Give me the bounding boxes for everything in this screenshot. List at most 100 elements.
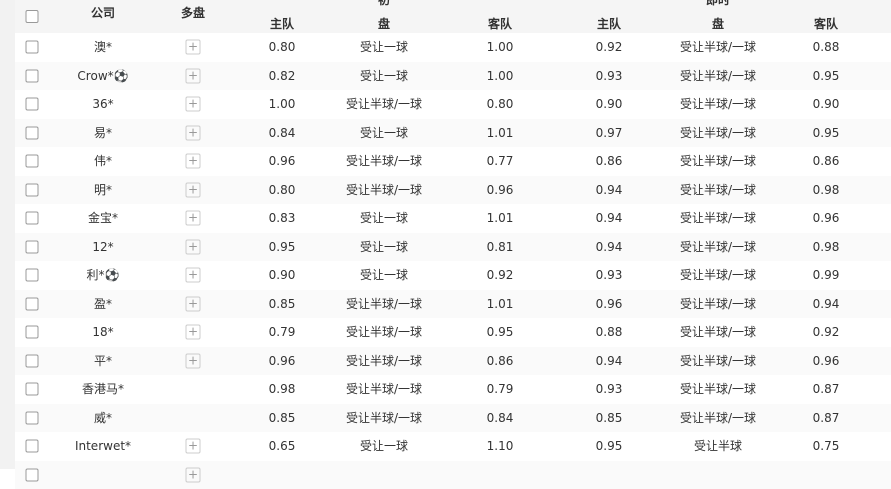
- company-cell: 明*: [94, 176, 112, 205]
- initial-home-odds: 0.83: [269, 204, 296, 233]
- live-handicap: 受让半球/一球: [680, 261, 756, 290]
- expand-multi-icon[interactable]: +: [186, 211, 201, 226]
- live-home-odds: 0.93: [596, 62, 623, 91]
- row-checkbox[interactable]: [26, 155, 39, 168]
- initial-home-odds: 0.82: [269, 62, 296, 91]
- row-checkbox[interactable]: [26, 212, 39, 225]
- row-checkbox[interactable]: [26, 183, 39, 196]
- live-away-odds: 0.90: [813, 90, 840, 119]
- row-checkbox[interactable]: [26, 440, 39, 453]
- initial-handicap: 受让一球: [360, 62, 408, 91]
- row-checkbox[interactable]: [26, 98, 39, 111]
- row-checkbox[interactable]: [26, 126, 39, 139]
- table-row: +: [15, 461, 891, 489]
- initial-away-odds: 1.01: [487, 204, 514, 233]
- initial-away-odds: 0.92: [487, 261, 514, 290]
- initial-away-odds: 0.81: [487, 233, 514, 262]
- initial-away-odds: 0.95: [487, 318, 514, 347]
- left-gutter: [0, 0, 15, 469]
- initial-handicap: 受让一球: [360, 233, 408, 262]
- company-cell: 伟*: [94, 147, 112, 176]
- initial-home-odds: 0.79: [269, 318, 296, 347]
- row-checkbox[interactable]: [26, 69, 39, 82]
- row-checkbox[interactable]: [26, 297, 39, 310]
- initial-home-odds: 0.65: [269, 432, 296, 461]
- live-away-odds: 0.95: [813, 119, 840, 148]
- expand-multi-icon[interactable]: +: [186, 325, 201, 340]
- company-cell: 平*: [94, 347, 112, 376]
- live-handicap: 受让半球/一球: [680, 147, 756, 176]
- row-checkbox[interactable]: [26, 240, 39, 253]
- initial-home-odds: 0.98: [269, 375, 296, 404]
- live-away-odds: 0.95: [813, 62, 840, 91]
- expand-multi-icon[interactable]: +: [186, 296, 201, 311]
- expand-multi-icon[interactable]: +: [186, 467, 201, 482]
- expand-multi-icon[interactable]: +: [186, 353, 201, 368]
- company-cell: 香港马*: [82, 375, 124, 404]
- header-company: 公司: [91, 4, 115, 21]
- row-checkbox[interactable]: [26, 468, 39, 481]
- initial-home-odds: 0.80: [269, 33, 296, 62]
- initial-handicap: 受让半球/一球: [346, 290, 422, 319]
- live-handicap: 受让半球/一球: [680, 62, 756, 91]
- header-initial-handicap: 盘: [378, 15, 390, 32]
- expand-multi-icon[interactable]: +: [186, 97, 201, 112]
- live-home-odds: 0.90: [596, 90, 623, 119]
- live-home-odds: 0.93: [596, 375, 623, 404]
- company-cell: 18*: [92, 318, 113, 347]
- expand-multi-icon[interactable]: +: [186, 40, 201, 55]
- header-live-home: 主队: [597, 15, 621, 32]
- live-home-odds: 0.94: [596, 176, 623, 205]
- company-cell: 易*: [94, 119, 112, 148]
- live-home-odds: 0.94: [596, 204, 623, 233]
- initial-away-odds: 1.00: [487, 33, 514, 62]
- expand-multi-icon[interactable]: +: [186, 182, 201, 197]
- initial-handicap: 受让半球/一球: [346, 404, 422, 433]
- company-cell: 12*: [92, 233, 113, 262]
- live-handicap: 受让半球/一球: [680, 404, 756, 433]
- live-handicap: 受让半球/一球: [680, 318, 756, 347]
- row-checkbox[interactable]: [26, 269, 39, 282]
- select-all-checkbox[interactable]: [26, 10, 39, 23]
- row-checkbox[interactable]: [26, 41, 39, 54]
- table-header: 公司 多盘 初 即时 主队 盘 客队 主队 盘 客队: [15, 0, 891, 33]
- expand-multi-icon[interactable]: +: [186, 68, 201, 83]
- row-checkbox[interactable]: [26, 411, 39, 424]
- header-group-live: 即时: [706, 0, 730, 8]
- live-away-odds: 0.98: [813, 176, 840, 205]
- live-home-odds: 0.93: [596, 261, 623, 290]
- live-away-odds: 0.94: [813, 290, 840, 319]
- row-checkbox[interactable]: [26, 354, 39, 367]
- expand-multi-icon[interactable]: +: [186, 125, 201, 140]
- expand-multi-icon[interactable]: +: [186, 239, 201, 254]
- row-checkbox[interactable]: [26, 326, 39, 339]
- live-handicap: 受让半球/一球: [680, 347, 756, 376]
- initial-away-odds: 0.79: [487, 375, 514, 404]
- initial-home-odds: 0.80: [269, 176, 296, 205]
- live-away-odds: 0.96: [813, 347, 840, 376]
- live-away-odds: 0.92: [813, 318, 840, 347]
- initial-handicap: 受让半球/一球: [346, 147, 422, 176]
- company-cell: 澳*: [94, 33, 112, 62]
- expand-multi-icon[interactable]: +: [186, 268, 201, 283]
- live-handicap: 受让半球/一球: [680, 119, 756, 148]
- live-handicap: 受让半球/一球: [680, 90, 756, 119]
- expand-multi-icon[interactable]: +: [186, 439, 201, 454]
- initial-home-odds: 0.90: [269, 261, 296, 290]
- header-live-handicap: 盘: [712, 15, 724, 32]
- initial-away-odds: 1.01: [487, 290, 514, 319]
- initial-handicap: 受让一球: [360, 261, 408, 290]
- expand-multi-icon[interactable]: +: [186, 154, 201, 169]
- initial-away-odds: 0.86: [487, 347, 514, 376]
- row-checkbox[interactable]: [26, 383, 39, 396]
- live-handicap: 受让半球/一球: [680, 176, 756, 205]
- company-cell: 盈*: [94, 290, 112, 319]
- initial-handicap: 受让半球/一球: [346, 318, 422, 347]
- initial-home-odds: 0.85: [269, 404, 296, 433]
